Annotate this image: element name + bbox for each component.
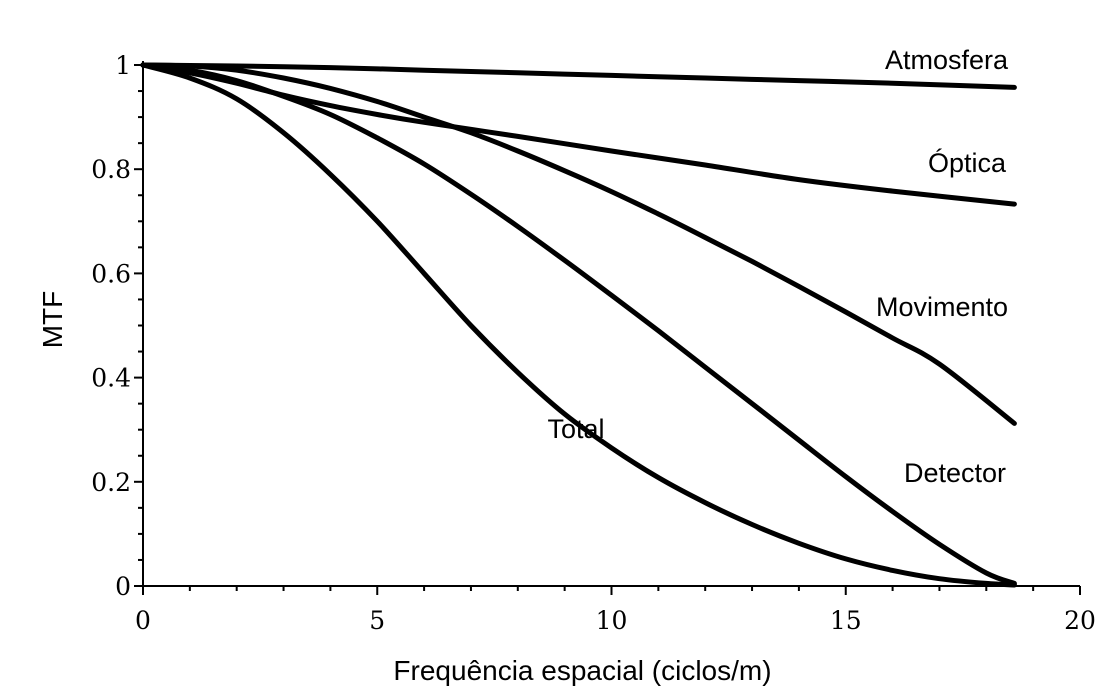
y-tick-label: 1: [115, 51, 131, 80]
series-label-optica: Óptica: [928, 147, 1007, 178]
y-tick-label: 0.4: [91, 364, 131, 393]
x-axis-title: Frequência espacial (ciclos/m): [393, 655, 771, 686]
series-line-atmosfera: [140, 62, 1017, 90]
x-tick-label: 20: [1064, 606, 1096, 635]
series-line-detector: [140, 62, 1017, 586]
y-tick-label: 0.2: [91, 468, 131, 497]
x-tick-label: 0: [135, 606, 151, 635]
x-tick-label: 15: [830, 606, 862, 635]
series-label-total: Total: [547, 414, 604, 444]
y-tick-label: 0: [115, 572, 131, 601]
y-tick-label: 0.8: [91, 155, 131, 184]
series-line-optica: [140, 62, 1017, 207]
ticks-layer: 0 5 10 15 20 0 0.2 0.4 0.6 0.8 1: [91, 51, 1096, 635]
series-line-movimento: [140, 62, 1017, 426]
x-tick-label: 5: [369, 606, 385, 635]
series-layer: [140, 62, 1017, 588]
series-labels-layer: Atmosfera Óptica Movimento Detector Total: [547, 45, 1009, 488]
y-axis-title: MTF: [37, 291, 68, 349]
x-tick-label: 10: [596, 606, 628, 635]
axes-layer: [142, 61, 1080, 587]
series-label-movimento: Movimento: [876, 292, 1008, 322]
series-label-detector: Detector: [904, 458, 1006, 488]
series-line-total: [140, 62, 1017, 588]
y-tick-label: 0.6: [91, 259, 131, 288]
series-label-atmosfera: Atmosfera: [885, 45, 1009, 75]
